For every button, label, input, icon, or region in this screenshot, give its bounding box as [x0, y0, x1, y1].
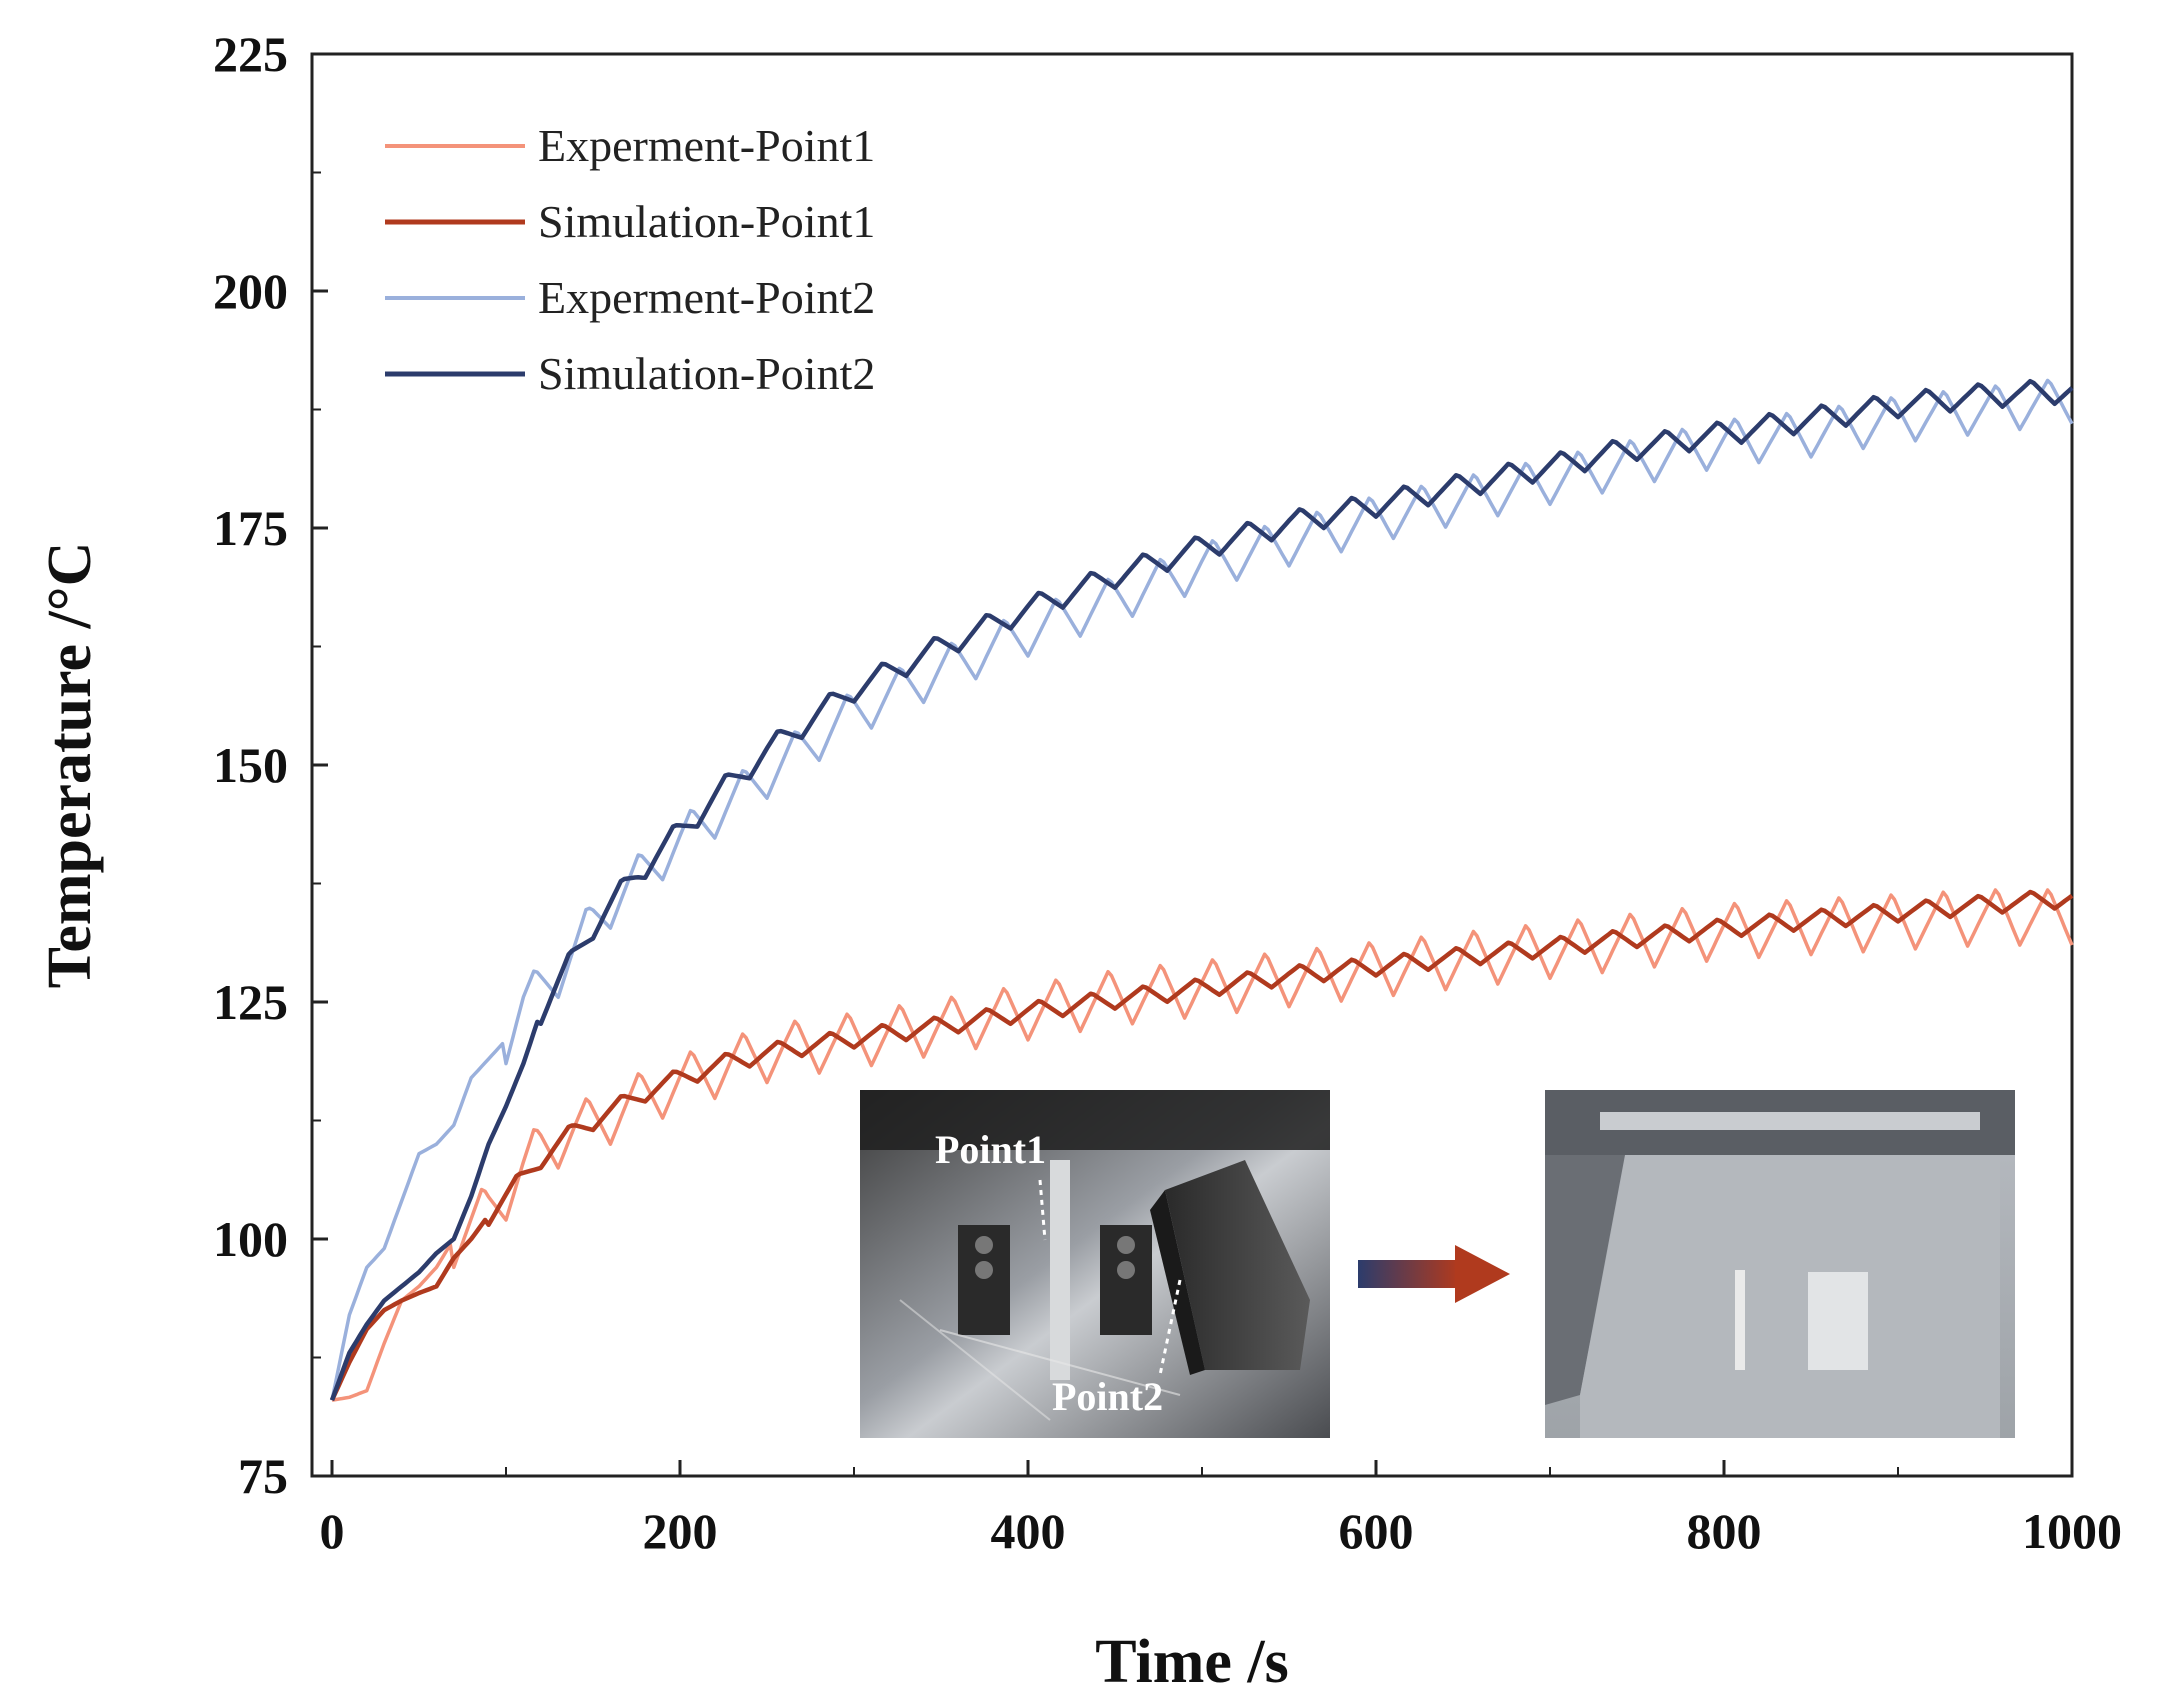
legend-label-3: Experment-Point2: [538, 272, 875, 323]
y-tick-label: 200: [213, 263, 288, 319]
y-tick-label: 75: [238, 1448, 288, 1504]
machine-bed-photo: Point1 Point2: [860, 1090, 1330, 1438]
tick-group: 0 200 400 600 800 1000 75 100 125 150 175 200 225: [213, 26, 2122, 1559]
x-tick-label: 600: [1339, 1503, 1414, 1559]
legend-label-1: Experment-Point1: [538, 120, 875, 171]
series-line-2: [329, 889, 2074, 1402]
legend-label-2: Simulation-Point1: [538, 196, 875, 247]
x-tick-label: 800: [1687, 1503, 1762, 1559]
inset-photos: Point1 Point2: [860, 1090, 2015, 1438]
y-tick-label: 125: [213, 974, 288, 1030]
x-tick-label: 1000: [2022, 1503, 2122, 1559]
series-group: [329, 378, 2074, 1402]
legend: Experment-Point1 Simulation-Point1 Experme…: [385, 120, 875, 399]
y-tick-label: 225: [213, 26, 288, 82]
y-tick-label: 100: [213, 1211, 288, 1267]
point2-label: Point2: [1052, 1374, 1163, 1419]
y-tick-label: 175: [213, 500, 288, 556]
gradient-arrow: [1358, 1245, 1510, 1303]
point1-label: Point1: [935, 1127, 1046, 1172]
y-axis-title: Temperature /°C: [36, 542, 104, 989]
build-chamber-photo: [1545, 1090, 2015, 1438]
x-tick-label: 200: [643, 1503, 718, 1559]
x-tick-label: 0: [320, 1503, 345, 1559]
legend-label-4: Simulation-Point2: [538, 348, 875, 399]
series-line-4: [329, 378, 2074, 1401]
x-tick-label: 400: [991, 1503, 1066, 1559]
x-axis-title: Time /s: [1095, 1628, 1288, 1696]
y-tick-label: 150: [213, 737, 288, 793]
